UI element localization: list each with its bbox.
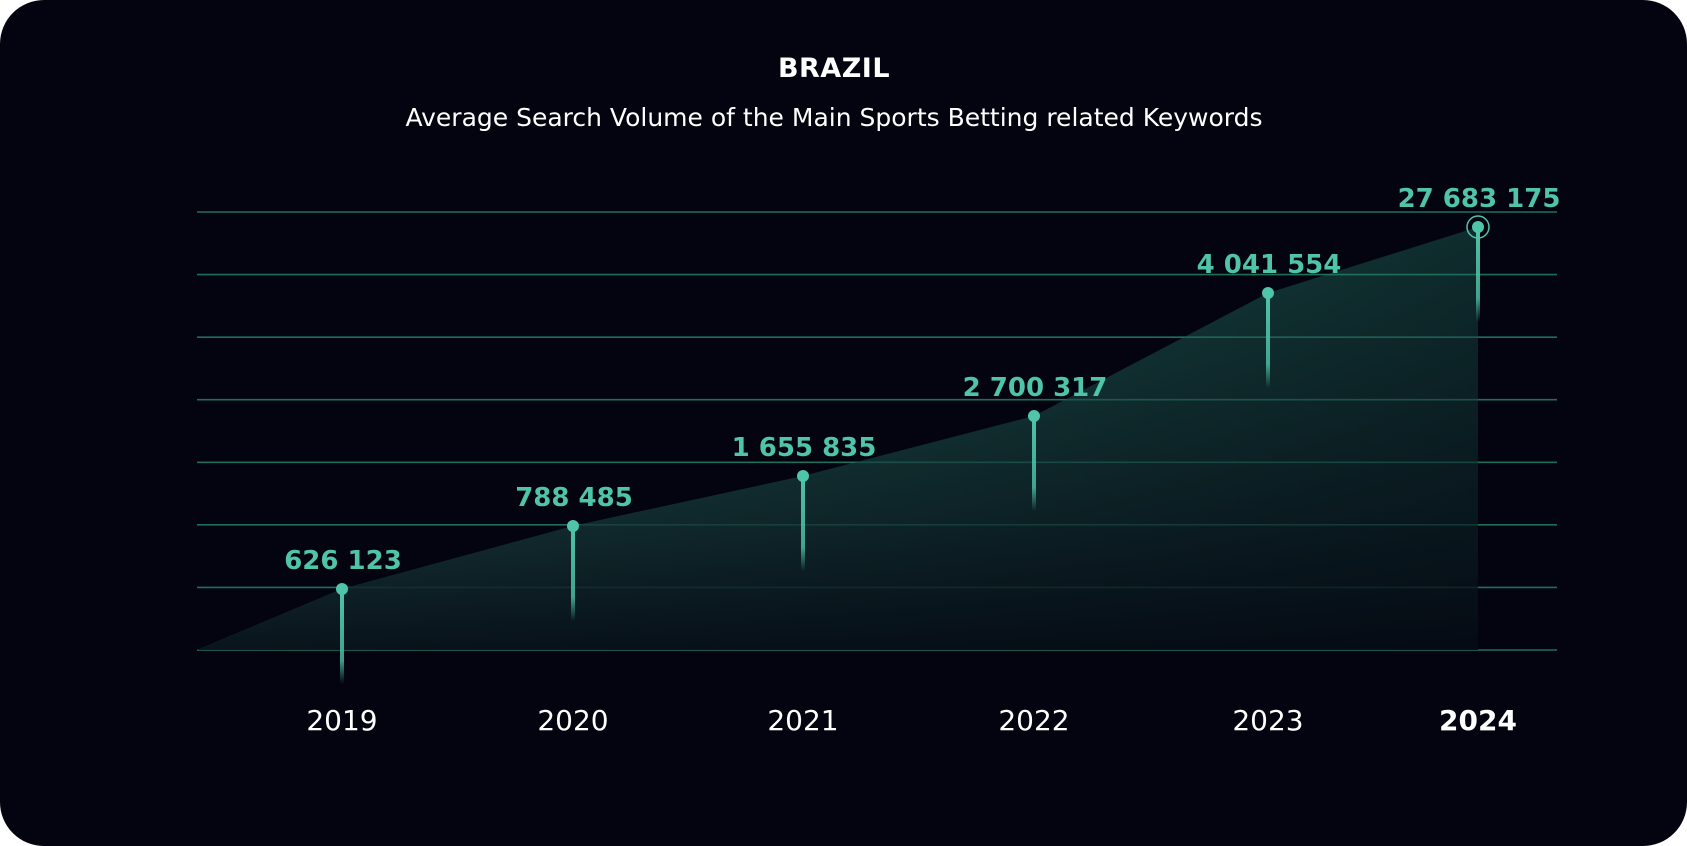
area-fill — [197, 227, 1478, 650]
area-fade — [197, 227, 1478, 650]
data-point — [1028, 410, 1040, 422]
data-label: 788 485 — [515, 483, 633, 513]
data-label: 27 683 175 — [1398, 184, 1561, 214]
data-label: 1 655 835 — [732, 433, 877, 463]
data-stem — [340, 589, 344, 684]
data-point — [1262, 287, 1274, 299]
data-stem — [1032, 416, 1036, 511]
chart-title: BRAZIL — [778, 53, 890, 84]
data-point — [567, 520, 579, 532]
x-axis-label: 2022 — [998, 704, 1069, 737]
x-axis-label: 2020 — [537, 704, 608, 737]
x-axis-label: 2021 — [767, 704, 838, 737]
x-axis-label: 2024 — [1439, 704, 1517, 737]
x-axis-label: 2019 — [306, 704, 377, 737]
chart-subtitle: Average Search Volume of the Main Sports… — [405, 103, 1262, 132]
data-stem — [1266, 293, 1270, 388]
data-label: 4 041 554 — [1197, 250, 1342, 280]
highlight-ring — [1466, 215, 1490, 239]
data-label: 2 700 317 — [963, 373, 1108, 403]
data-point — [1472, 221, 1484, 233]
x-axis-label: 2023 — [1232, 704, 1303, 737]
data-point — [797, 470, 809, 482]
data-stems — [336, 215, 1490, 684]
data-stem — [801, 476, 805, 571]
data-point — [336, 583, 348, 595]
data-stem — [571, 526, 575, 621]
data-label: 626 123 — [284, 546, 402, 576]
x-axis: 2019 2020 2021 2022 2023 2024 — [306, 704, 1517, 737]
data-stem — [1476, 227, 1480, 322]
data-labels: 626 123 788 485 1 655 835 2 700 317 4 041 55… — [284, 184, 1560, 576]
